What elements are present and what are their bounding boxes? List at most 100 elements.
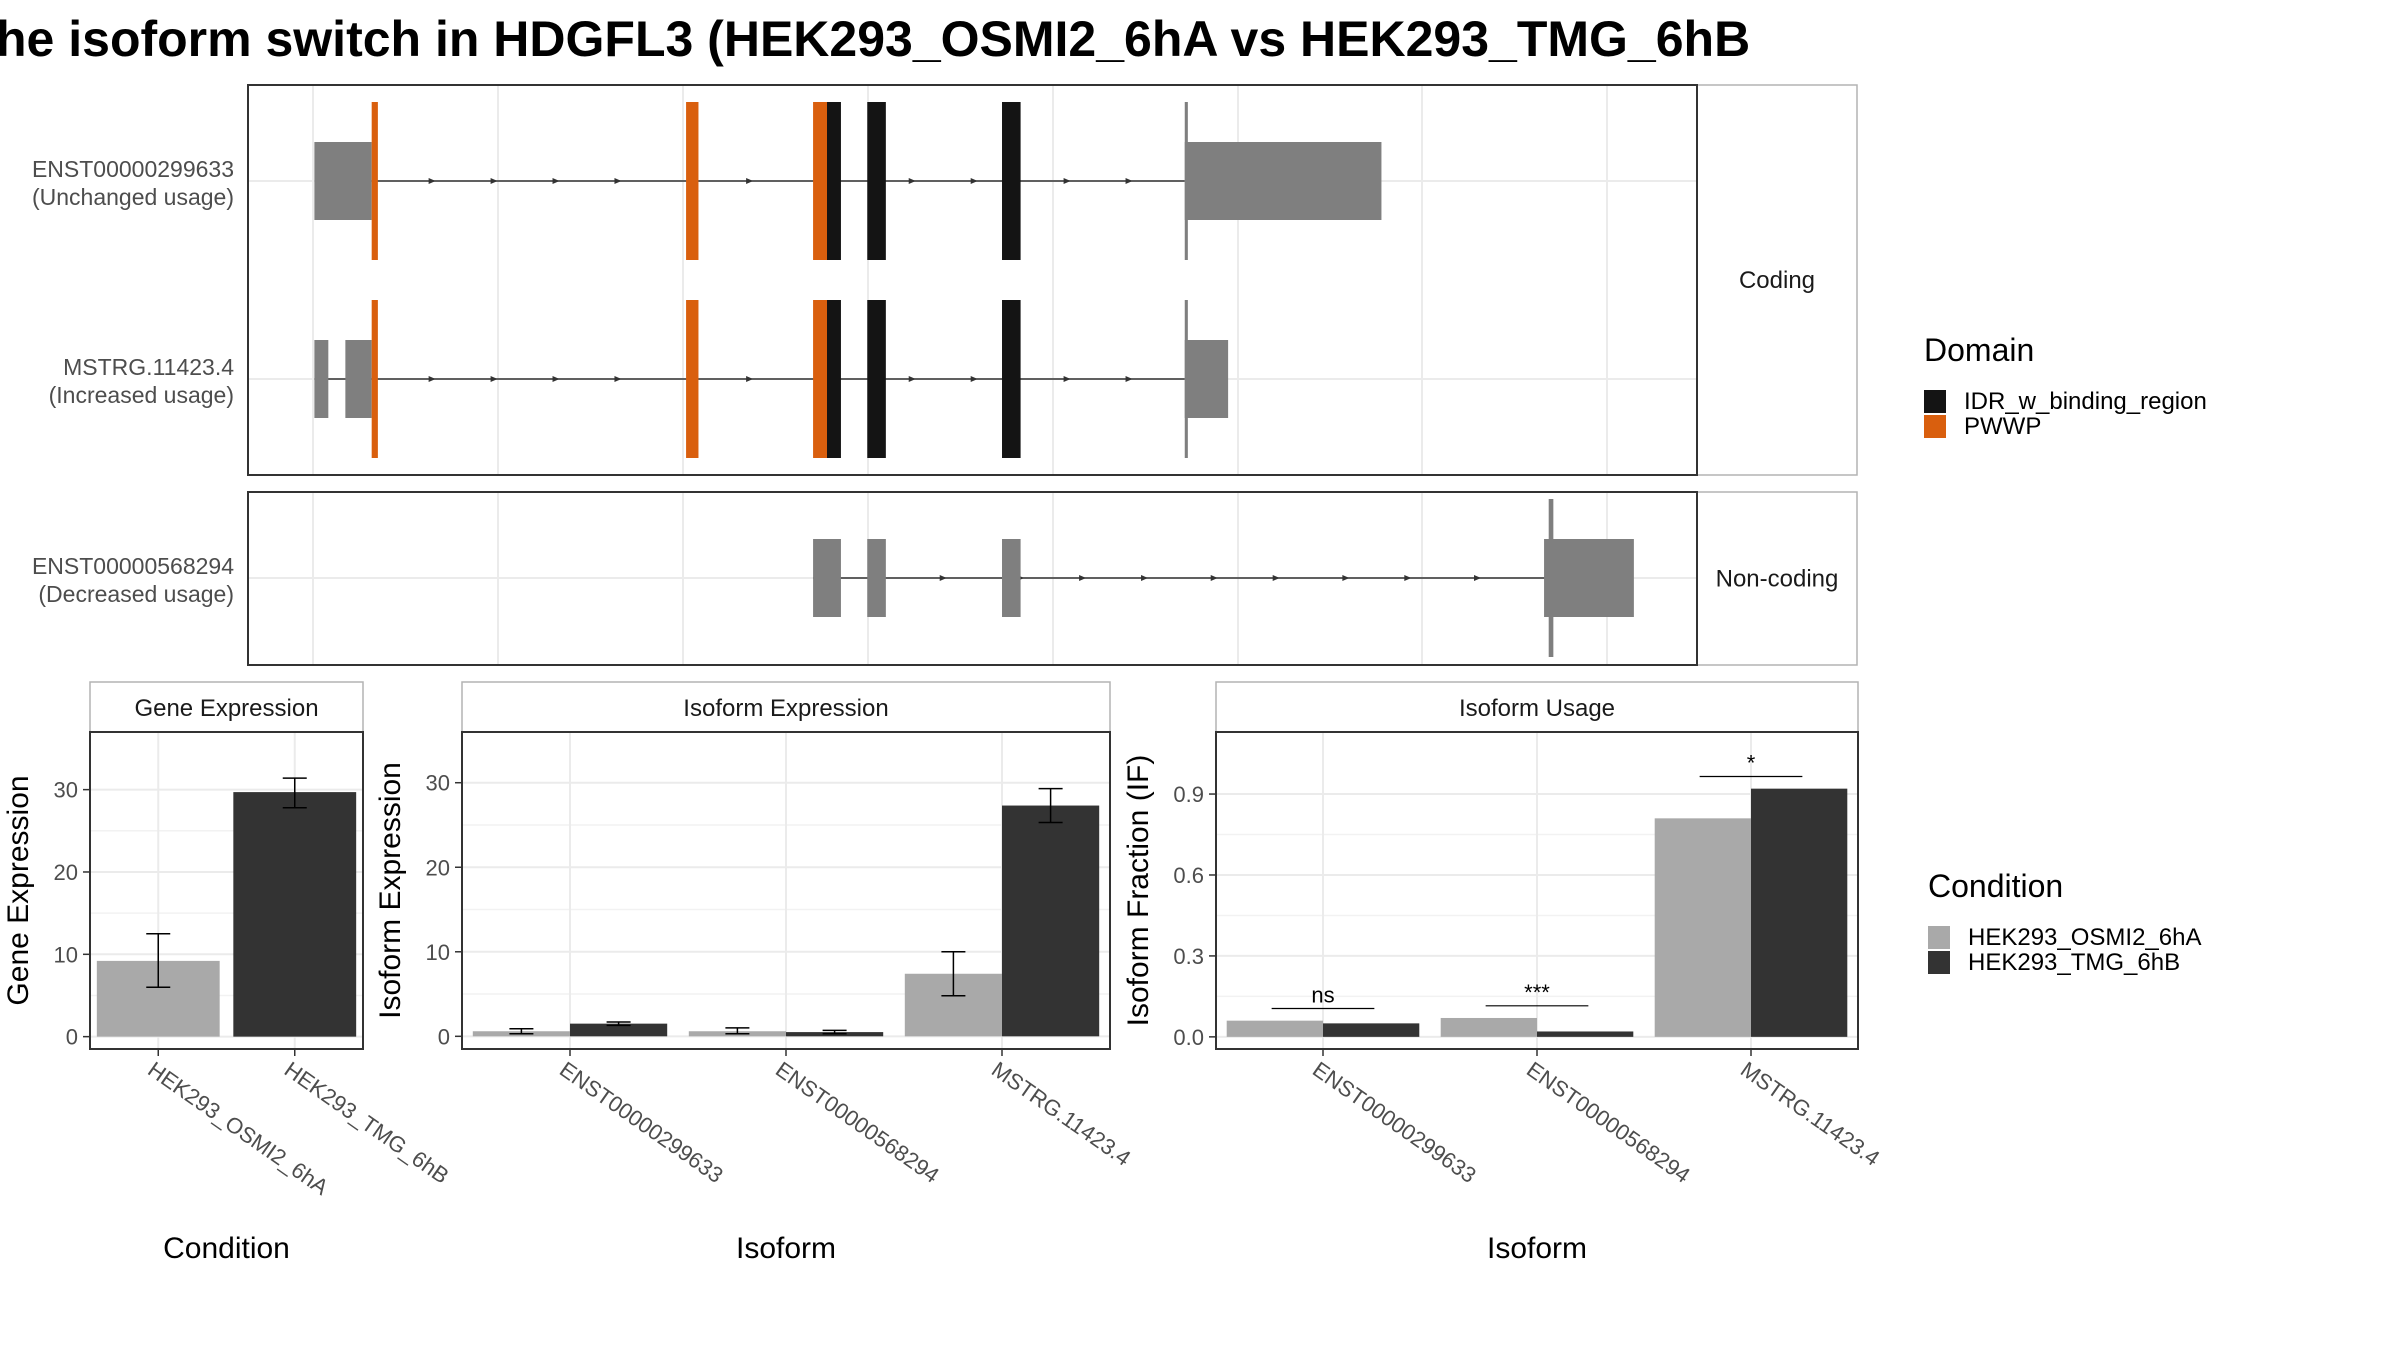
exon-block <box>1002 539 1021 617</box>
x-axis-title: Isoform <box>1487 1232 1587 1265</box>
intron-arrow <box>552 178 560 184</box>
exon-block <box>345 340 372 418</box>
intron-arrow <box>908 178 916 184</box>
intron-arrow <box>1474 575 1482 581</box>
domain-block <box>827 102 841 260</box>
chart-strip-label: Isoform Usage <box>1459 695 1615 722</box>
intron-arrow <box>1404 575 1412 581</box>
domain-block <box>686 300 699 458</box>
panel-strip <box>1696 84 1858 476</box>
transcript-name: ENST00000299633 <box>32 156 234 182</box>
transcript-usage: (Unchanged usage) <box>32 184 234 210</box>
legend-label: HEK293_OSMI2_6hA <box>1968 924 2201 951</box>
x-tick-label: ENST00000299633 <box>555 1057 728 1188</box>
y-tick-label: 0 <box>66 1025 78 1050</box>
transcript-usage: (Decreased usage) <box>38 581 234 607</box>
intron-arrow <box>428 376 436 382</box>
y-tick-label: 0.3 <box>1173 944 1204 969</box>
intron-arrow <box>614 376 622 382</box>
intron-arrow <box>1079 575 1087 581</box>
intron-arrow <box>746 376 754 382</box>
bar <box>1440 1017 1537 1037</box>
x-tick-label: MSTRG.11423.4 <box>987 1057 1135 1171</box>
intron-arrow <box>428 178 436 184</box>
intron-arrow <box>1063 376 1071 382</box>
domain-block <box>867 300 886 458</box>
transcript-row: ENST00000568294(Decreased usage) <box>32 499 1634 657</box>
exon-block <box>1184 340 1229 418</box>
intron-arrow <box>1210 575 1218 581</box>
legend-swatch <box>1928 951 1950 974</box>
panel-border <box>247 84 1698 476</box>
domain-block <box>813 300 828 458</box>
chart-strip <box>461 681 1111 733</box>
transcript-panel-coding: Coding ENST00000299633(Unchanged usage) MS… <box>32 84 1858 476</box>
legend-swatch <box>1924 390 1946 413</box>
transcript-name: ENST00000568294 <box>32 553 234 579</box>
x-axis-title: Condition <box>163 1232 290 1265</box>
y-tick-label: 30 <box>54 778 78 803</box>
y-tick-label: 20 <box>426 855 450 880</box>
domain-block <box>686 102 699 260</box>
domain-block <box>1002 300 1021 458</box>
y-axis-title: Isoform Expression <box>374 762 407 1019</box>
bar <box>1226 1020 1323 1037</box>
y-tick-label: 0 <box>438 1024 450 1049</box>
y-axis-title: Isoform Fraction (IF) <box>1122 755 1155 1027</box>
intron-arrow <box>1063 178 1071 184</box>
exon-block <box>1544 539 1634 617</box>
intron-arrow <box>908 376 916 382</box>
y-tick-label: 20 <box>54 860 78 885</box>
transcript-row: ENST00000299633(Unchanged usage) <box>32 102 1382 260</box>
bar <box>233 792 357 1037</box>
y-tick-label: 10 <box>426 940 450 965</box>
chart-strip <box>1215 681 1859 733</box>
legend-title: Condition <box>1928 868 2063 904</box>
legend-swatch <box>1928 926 1950 949</box>
intron-arrow <box>1272 575 1280 581</box>
exon-block <box>813 539 841 617</box>
bar <box>570 1023 668 1037</box>
legend-label: HEK293_TMG_6hB <box>1968 949 2180 976</box>
x-tick-label: ENST00000299633 <box>1308 1057 1481 1188</box>
x-tick-label: ENST00000568294 <box>1522 1057 1695 1188</box>
bar <box>1654 818 1751 1037</box>
intron-arrow <box>970 178 978 184</box>
chart-strip <box>89 681 364 733</box>
chart-strip-label: Gene Expression <box>134 695 318 722</box>
transcript-usage: (Increased usage) <box>49 382 234 408</box>
bar <box>1002 805 1100 1037</box>
bar <box>1323 1023 1420 1037</box>
exon-block <box>314 340 329 418</box>
expression-bar-charts: Gene Expression0102030HEK293_OSMI2_6hAHE… <box>2 681 1884 1265</box>
exon-block <box>314 142 372 220</box>
intron-arrow <box>1342 575 1350 581</box>
bar <box>1751 788 1848 1037</box>
y-tick-label: 0.6 <box>1173 863 1204 888</box>
intron-arrow <box>746 178 754 184</box>
significance-label: *** <box>1524 980 1550 1005</box>
y-tick-label: 10 <box>54 942 78 967</box>
y-tick-label: 30 <box>426 771 450 796</box>
intron-arrow <box>614 178 622 184</box>
significance-label: * <box>1747 751 1756 776</box>
x-tick-label: MSTRG.11423.4 <box>1736 1057 1884 1171</box>
bar <box>1537 1031 1634 1037</box>
intron-arrow <box>490 178 498 184</box>
transcript-name: MSTRG.11423.4 <box>63 354 234 380</box>
domain-block <box>867 102 886 260</box>
panel-strip <box>1696 491 1858 666</box>
exon-block <box>867 539 886 617</box>
chart-strip-label: Isoform Expression <box>683 695 888 722</box>
y-tick-label: 0.0 <box>1173 1025 1204 1050</box>
panel-strip-label: Non-coding <box>1716 566 1839 593</box>
transcript-row: MSTRG.11423.4(Increased usage) <box>49 300 1229 458</box>
panel-background <box>248 85 1697 475</box>
intron-arrow <box>1125 376 1133 382</box>
intron-arrow <box>552 376 560 382</box>
plot-border <box>89 731 364 1050</box>
